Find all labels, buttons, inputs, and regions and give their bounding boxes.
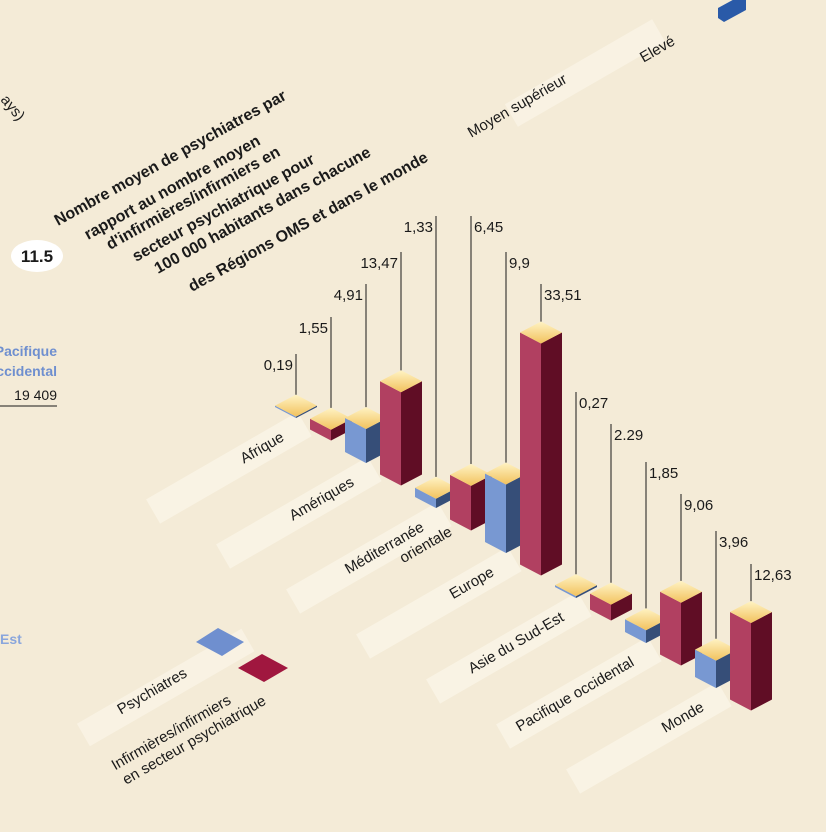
bar [380,370,422,486]
bar-left [450,474,471,531]
value-label: 9,9 [509,255,530,272]
bar [625,608,667,643]
value-label: 1,55 [299,320,328,337]
value-label: 6,45 [474,219,503,236]
bar-right-shade [751,612,772,711]
bar-top [520,321,562,344]
bar-top [415,476,457,499]
bar-top [730,601,772,624]
swatch [718,0,746,22]
bar-left-light [730,612,751,711]
label-stripe [426,591,592,704]
bar-right [401,381,422,486]
value-label: 33,51 [544,287,582,304]
label-stripe [356,546,522,659]
bar-top [275,394,317,417]
bar-right [751,612,772,711]
bar-top [485,462,527,485]
label-stripe [146,411,312,524]
bar [555,574,597,598]
bar-left-light [450,474,471,531]
bar [730,601,772,711]
bar-left-light [660,591,681,666]
value-label: 0,27 [579,395,608,412]
bar-left-light [310,418,331,441]
bar-right-shade [611,593,632,621]
value-label: 1,85 [649,465,678,482]
bar-left-light [520,332,541,576]
bar [275,394,317,418]
bar-right [296,405,317,418]
bar-right-shade [576,585,597,598]
value-label: 9,06 [684,497,713,514]
stripe [504,19,666,127]
value-label: 1,33 [404,219,433,236]
bar-left [555,585,576,598]
bar-left [485,473,506,553]
label-stripe [496,636,662,749]
value-label: 2.29 [614,427,643,444]
bar-left-light [345,418,366,463]
bar-right [681,591,702,666]
label-stripe [216,456,382,569]
bar-right-shade [296,405,317,418]
label-stripe [566,681,732,794]
bar-left-light [485,473,506,553]
bar-left-light [275,405,296,418]
stripe [76,628,255,747]
bar-left-light [380,381,401,486]
region-total: 19 409 [14,387,57,403]
bar-left-light [695,649,716,688]
bar-top [380,370,422,393]
bar [590,582,632,621]
bar-top [695,638,737,661]
bar-left-light [555,585,576,598]
value-label: 13,47 [360,255,398,272]
bar-left-light [625,619,646,643]
bar [520,321,562,576]
bar-left [625,619,646,643]
bar-left [590,593,611,621]
value-label: 3,96 [719,534,748,551]
bar-left [660,591,681,666]
bar-right [611,593,632,621]
bar-top [660,580,702,603]
bar-left [695,649,716,688]
bar-left [730,612,751,711]
region-total: occidental [0,363,57,379]
value-label: 4,91 [334,287,363,304]
bar-top [345,407,387,430]
cut-text: Est [0,631,22,647]
bar-left [275,405,296,418]
label-stripe [286,501,452,614]
bar-top [625,608,667,631]
bar-right-shade [681,591,702,666]
bar-left-light [590,593,611,621]
bar-top [555,574,597,597]
bar-right [576,585,597,598]
bar-left [520,332,541,576]
value-label: 12,63 [754,567,792,584]
bar-left [345,418,366,463]
bar-left [380,381,401,486]
bar-top [450,463,492,486]
bar-right-shade [541,332,562,576]
figure-badge [11,240,63,272]
value-label: 0,19 [264,357,293,374]
bar [660,580,702,666]
bar-left-light [415,487,436,508]
region-total: Pacifique [0,343,57,359]
bar-top [590,582,632,605]
bar-left [415,487,436,508]
legend-swatch [196,628,244,656]
bar-top [310,407,352,430]
bar-left [310,418,331,441]
figure-number: 11.5 [21,247,53,266]
legend-swatch [238,654,288,682]
bar-right [541,332,562,576]
bar-right-shade [401,381,422,486]
